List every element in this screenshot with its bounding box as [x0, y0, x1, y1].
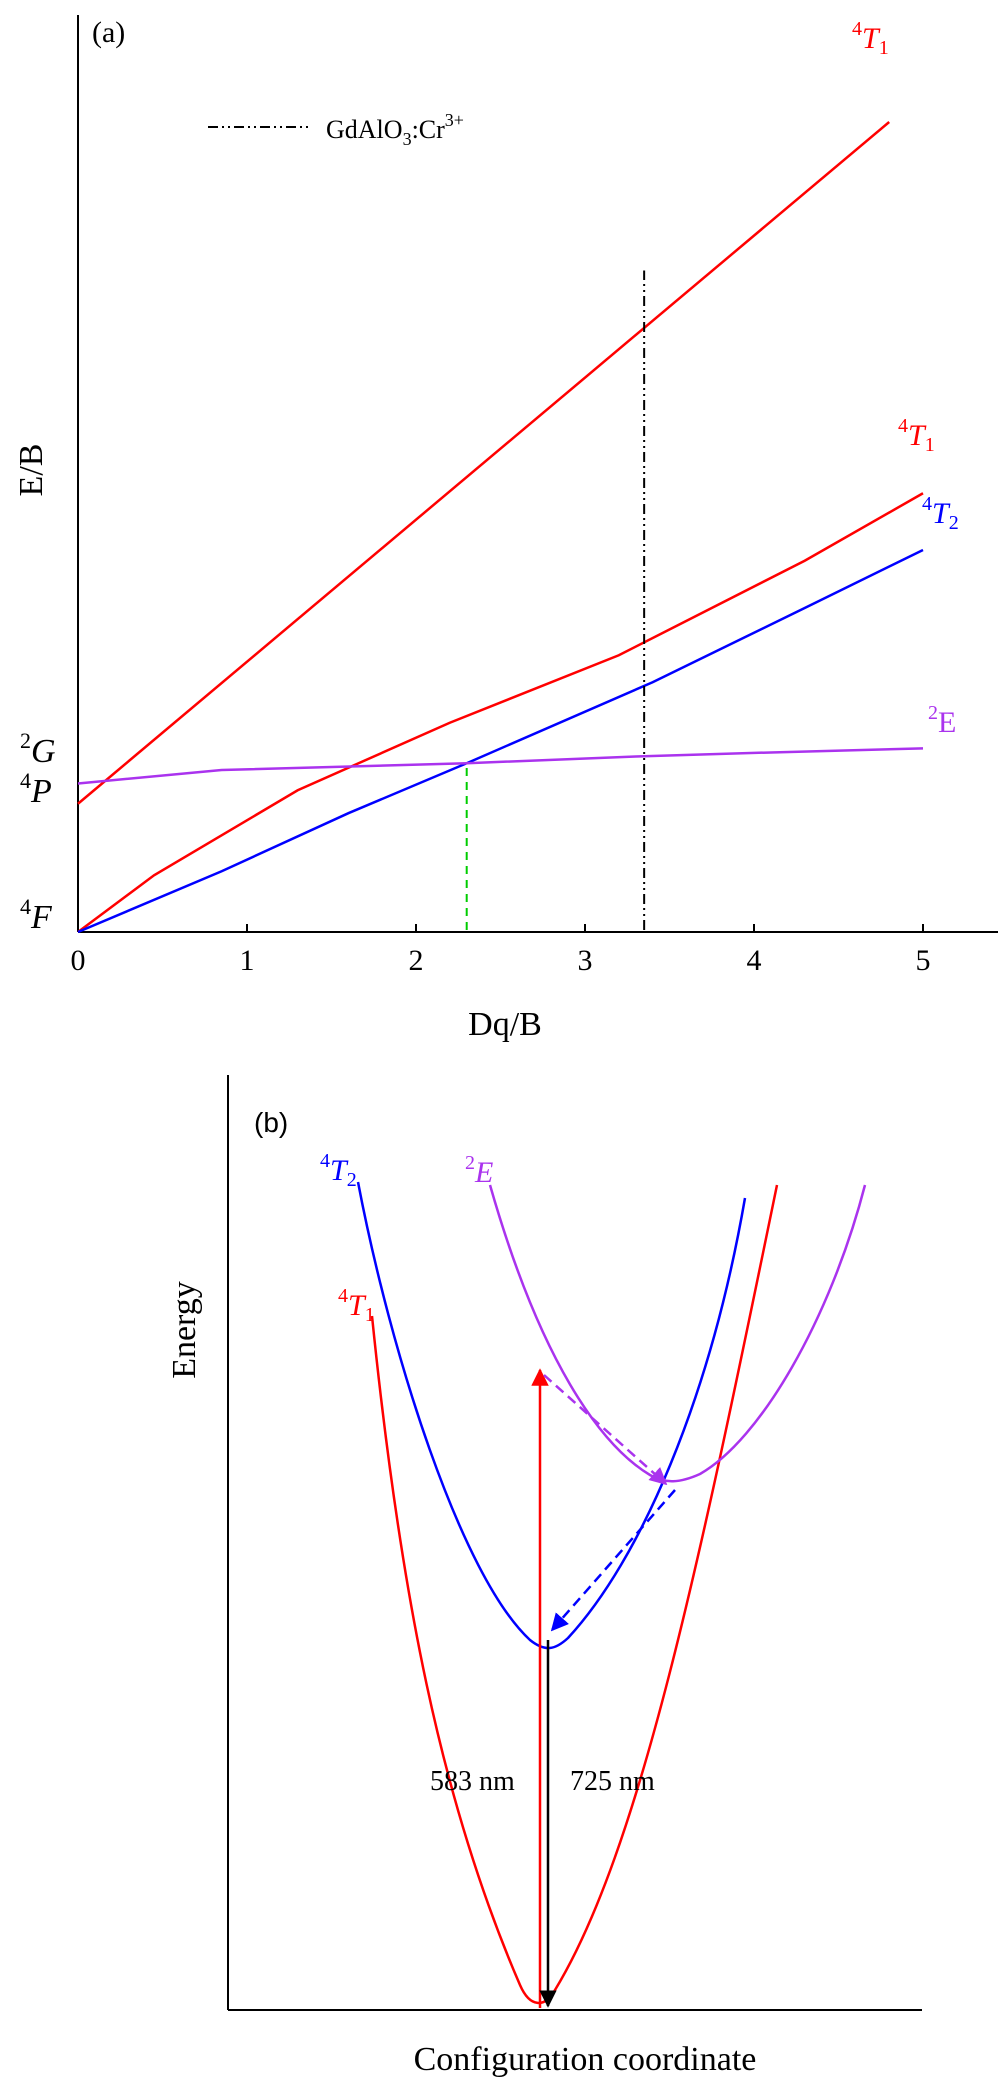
term-label-2g: 2G [20, 728, 56, 770]
x-tick-label: 2 [409, 944, 424, 977]
curve-2e [488, 1184, 867, 1483]
legend-label: GdAlO3:Cr3+ [326, 110, 464, 149]
series-4t1-lower [77, 492, 924, 934]
panel-a: (a) 0 1 2 3 4 5 Dq/B E/B 2G 4P 4F GdAlO3:Cr3+… [13, 15, 998, 1043]
x-tick-label: 1 [240, 944, 255, 977]
x-tick-labels: 0 1 2 3 4 5 [71, 924, 931, 977]
term-label-4f: 4F [20, 894, 53, 936]
series-2e [77, 747, 924, 785]
curve-label-4t2: 4T2 [922, 493, 959, 534]
curve-label-4t1-lower: 4T1 [898, 415, 935, 456]
curve-label-4t1-upper: 4T1 [852, 18, 889, 59]
label-725nm: 725 nm [570, 1766, 655, 1797]
curve-4t1 [370, 1184, 779, 2005]
x-axis-label-b: Configuration coordinate [414, 2041, 757, 2078]
panel-a-tag: (a) [92, 16, 125, 49]
panel-b-tag: (b) [254, 1107, 288, 1138]
curve-label-b-4t1: 4T1 [338, 1285, 375, 1326]
x-tick-label: 4 [747, 944, 762, 977]
curve-4t2 [356, 1181, 747, 1650]
panel-b: (b) Configuration coordinate Energy 583 … [166, 1075, 922, 2078]
curve-label-b-4t2: 4T2 [320, 1150, 357, 1191]
x-axis-label: Dq/B [468, 1006, 542, 1043]
x-tick-label: 3 [578, 944, 593, 977]
label-583nm: 583 nm [430, 1766, 515, 1797]
x-tick-label: 0 [71, 944, 86, 977]
y-axis-label-b: Energy [166, 1281, 203, 1379]
series-4t2 [77, 548, 924, 934]
curve-label-2e: 2E [928, 702, 956, 739]
x-tick-label: 5 [916, 944, 931, 977]
curve-label-b-2e: 2E [465, 1152, 493, 1189]
term-label-4p: 4P [20, 768, 52, 810]
relaxation-arrow-2e [543, 1374, 668, 1486]
relaxation-arrow-4t2 [550, 1489, 676, 1632]
series-4t1-upper [77, 121, 891, 805]
y-axis-label: E/B [13, 444, 50, 497]
